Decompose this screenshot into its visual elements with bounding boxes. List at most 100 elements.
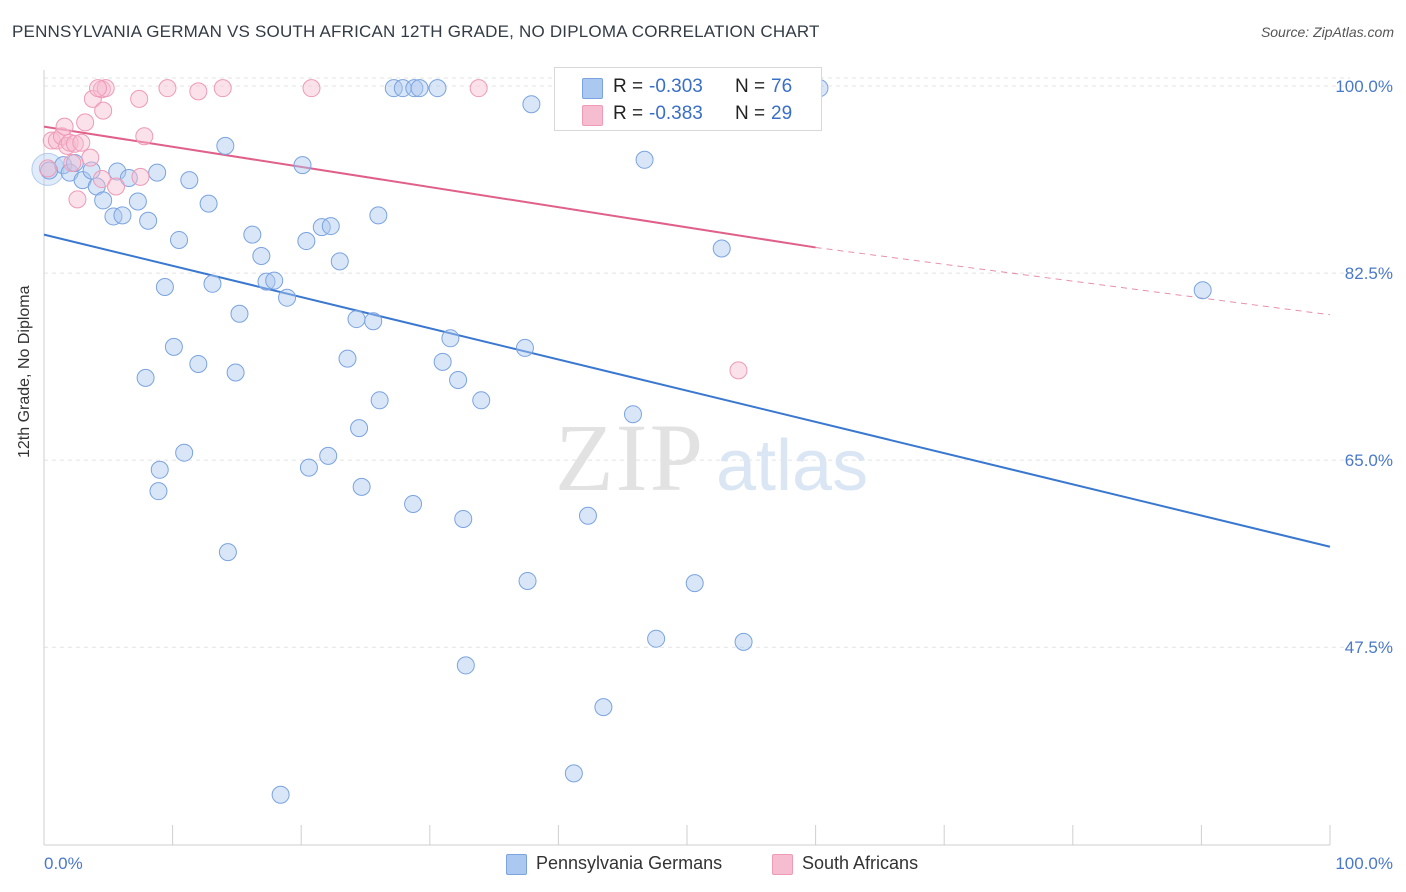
legend-r-label: R =: [613, 76, 644, 97]
data-point-pennsylvania-germans: [472, 391, 491, 410]
data-point-pennsylvania-germans: [338, 349, 357, 368]
data-point-south-africans: [38, 159, 57, 178]
data-point-south-africans: [107, 177, 126, 196]
trend-lines: [43, 125, 1331, 548]
data-point-pennsylvania-germans: [150, 460, 169, 479]
data-point-pennsylvania-germans: [149, 482, 168, 501]
bottom-legend-swatch-blue: [506, 854, 527, 875]
legend-n-value: 76: [771, 76, 793, 97]
data-point-pennsylvania-germans: [404, 495, 423, 513]
legend-n-label: N =: [735, 103, 766, 124]
data-point-pennsylvania-germans: [384, 79, 403, 98]
data-point-south-africans: [135, 127, 154, 146]
data-point-pennsylvania-germans: [108, 162, 127, 181]
data-point-pennsylvania-germans: [180, 171, 199, 190]
bottom-legend-label: Pennsylvania Germans: [536, 853, 723, 873]
legend-r-label: R =: [613, 103, 644, 124]
data-point-pennsylvania-germans: [441, 329, 460, 348]
data-point-south-africans: [81, 148, 100, 167]
x-tick-labels: 0.0% 100.0%: [44, 854, 1393, 873]
data-point-south-africans: [130, 89, 149, 108]
data-point-pennsylvania-germans: [54, 156, 73, 175]
data-point-pennsylvania-germans: [364, 312, 383, 331]
data-point-pennsylvania-germans: [104, 207, 123, 226]
data-point-pennsylvania-germans: [278, 288, 297, 307]
data-point-pennsylvania-germans: [226, 363, 245, 382]
data-point-south-africans: [55, 117, 74, 136]
data-point-south-africans: [63, 154, 82, 172]
data-point-pennsylvania-germans: [293, 156, 312, 175]
data-point-south-africans: [92, 170, 111, 189]
data-point-south-africans: [89, 79, 108, 98]
y-tick-label: 82.5%: [1345, 264, 1393, 283]
data-point-pennsylvania-germans: [297, 232, 316, 251]
data-point-pennsylvania-germans: [370, 391, 389, 410]
legend-n-value: 29: [771, 103, 793, 124]
data-point-south-africans: [83, 89, 102, 108]
data-point-south-africans: [72, 133, 91, 152]
data-point-pennsylvania-germans: [347, 310, 366, 329]
data-point-pennsylvania-germans: [456, 656, 475, 675]
data-point-pennsylvania-germans: [218, 543, 237, 562]
data-point-pennsylvania-germans: [203, 274, 222, 293]
data-point-pennsylvania-germans: [321, 217, 340, 236]
data-point-pennsylvania-germans: [522, 95, 541, 114]
data-point-pennsylvania-germans: [594, 698, 613, 717]
trend-line-pennsylvania-germans: [43, 233, 1331, 548]
data-point-pennsylvania-germans: [685, 574, 704, 593]
data-point-pennsylvania-germans: [623, 405, 642, 424]
data-point-pennsylvania-germans: [712, 239, 731, 258]
x-tick-label: 100.0%: [1335, 854, 1393, 873]
data-point-pennsylvania-germans: [230, 304, 249, 323]
data-point-pennsylvania-germans: [518, 571, 537, 590]
y-tick-label: 65.0%: [1345, 451, 1393, 470]
bottom-legend-label: South Africans: [802, 853, 919, 873]
data-point-south-africans: [68, 190, 87, 209]
data-point-pennsylvania-germans: [164, 337, 183, 356]
data-point-pennsylvania-germans: [257, 272, 276, 291]
data-point-pennsylvania-germans: [216, 136, 235, 155]
data-point-pennsylvania-germans: [243, 225, 262, 244]
axes: [43, 70, 1331, 846]
x-tick-label: 0.0%: [44, 854, 83, 873]
data-point-pennsylvania-germans: [175, 443, 194, 462]
data-point-pennsylvania-germans: [299, 458, 318, 477]
y-tick-label: 100.0%: [1335, 77, 1393, 96]
data-point-pennsylvania-germans: [128, 192, 147, 211]
data-point-pennsylvania-germans: [119, 168, 138, 187]
data-point-south-africans: [58, 136, 77, 155]
legend-swatch-blue: [582, 78, 603, 99]
data-point-pennsylvania-germans: [319, 446, 338, 465]
data-point-pennsylvania-germans: [428, 79, 447, 98]
data-point-pennsylvania-germans: [578, 506, 597, 525]
data-point-south-africans: [96, 79, 115, 98]
grid-lines: [44, 77, 1350, 648]
data-point-pennsylvania-germans: [170, 230, 189, 249]
data-point-pennsylvania-germans: [635, 150, 654, 169]
data-point-pennsylvania-germans: [369, 206, 388, 225]
data-point-south-africans: [76, 113, 95, 132]
y-tick-label: 47.5%: [1345, 638, 1393, 657]
data-point-south-africans: [158, 79, 177, 98]
data-point-pennsylvania-germans: [410, 79, 429, 98]
data-point-south-africans: [302, 79, 321, 98]
legend-swatch-pink: [582, 105, 603, 126]
data-point-pennsylvania-germans: [449, 371, 468, 389]
data-point-pennsylvania-germans: [515, 338, 534, 357]
chart-title: PENNSYLVANIA GERMAN VS SOUTH AFRICAN 12T…: [12, 22, 820, 41]
data-point-pennsylvania-germans: [189, 354, 208, 373]
data-point-pennsylvania-germans: [433, 352, 452, 371]
data-point-pennsylvania-germans: [330, 252, 349, 271]
data-point-south-africans: [131, 167, 150, 186]
data-point-south-africans: [189, 82, 208, 101]
data-point-pennsylvania-germans: [94, 191, 113, 210]
data-point-pennsylvania-germans: [405, 79, 424, 98]
legend-r-value: -0.303: [649, 76, 703, 97]
legend: R = -0.303 N = 76 R = -0.383 N = 29: [554, 67, 822, 131]
data-point-pennsylvania-germans: [1193, 281, 1212, 300]
series-pennsylvania-germans: [31, 79, 1212, 804]
data-point-pennsylvania-germans: [564, 764, 583, 783]
watermark-atlas: atlas: [716, 426, 868, 506]
trend-line-south-africans: [43, 125, 816, 249]
